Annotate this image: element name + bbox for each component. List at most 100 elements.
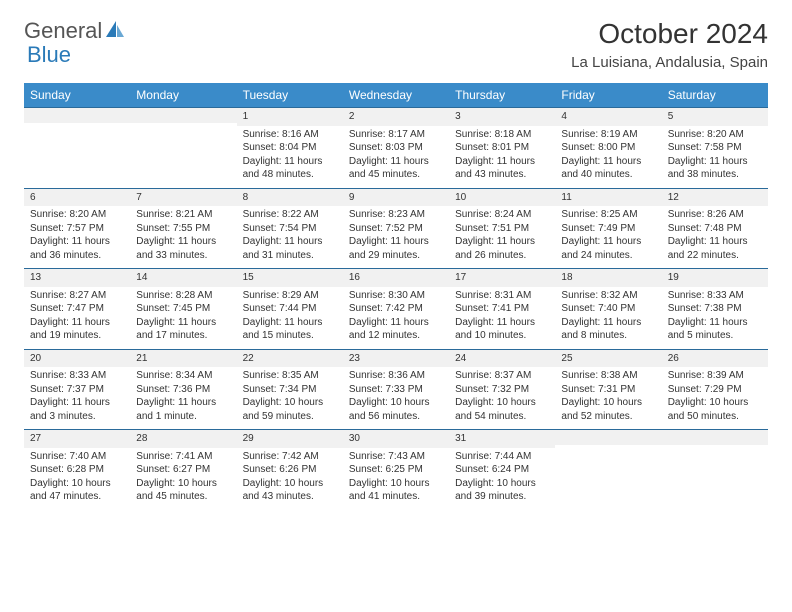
sunrise-text: Sunrise: 7:40 AM (30, 450, 124, 464)
daylight-text: Daylight: 11 hours and 24 minutes. (561, 235, 655, 262)
sunset-text: Sunset: 8:03 PM (349, 141, 443, 155)
sunset-text: Sunset: 7:58 PM (668, 141, 762, 155)
day-cell: 20Sunrise: 8:33 AMSunset: 7:37 PMDayligh… (24, 349, 130, 430)
header: General October 2024 La Luisiana, Andalu… (24, 18, 768, 71)
sunrise-text: Sunrise: 8:29 AM (243, 289, 337, 303)
sunset-text: Sunset: 7:33 PM (349, 383, 443, 397)
daylight-text: Daylight: 10 hours and 43 minutes. (243, 477, 337, 504)
day-cell: 24Sunrise: 8:37 AMSunset: 7:32 PMDayligh… (449, 349, 555, 430)
sunrise-text: Sunrise: 8:37 AM (455, 369, 549, 383)
daylight-text: Daylight: 11 hours and 45 minutes. (349, 155, 443, 182)
day-cell (130, 108, 236, 189)
sunset-text: Sunset: 6:25 PM (349, 463, 443, 477)
sunrise-text: Sunrise: 8:16 AM (243, 128, 337, 142)
day-number: 27 (24, 430, 130, 448)
daylight-text: Daylight: 11 hours and 8 minutes. (561, 316, 655, 343)
sunset-text: Sunset: 7:40 PM (561, 302, 655, 316)
sunrise-text: Sunrise: 8:39 AM (668, 369, 762, 383)
day-cell: 7Sunrise: 8:21 AMSunset: 7:55 PMDaylight… (130, 188, 236, 269)
day-number: 22 (237, 350, 343, 368)
day-header: Thursday (449, 83, 555, 108)
sunrise-text: Sunrise: 8:34 AM (136, 369, 230, 383)
day-header-row: SundayMondayTuesdayWednesdayThursdayFrid… (24, 83, 768, 108)
daylight-text: Daylight: 11 hours and 10 minutes. (455, 316, 549, 343)
daylight-text: Daylight: 10 hours and 50 minutes. (668, 396, 762, 423)
sunset-text: Sunset: 7:38 PM (668, 302, 762, 316)
day-cell: 5 Sunrise: 8:20 AMSunset: 7:58 PMDaylight… (662, 108, 768, 189)
day-number: 24 (449, 350, 555, 368)
daylight-text: Daylight: 11 hours and 48 minutes. (243, 155, 337, 182)
empty-day (24, 108, 130, 123)
day-number: 6 (24, 189, 130, 207)
day-number: 7 (130, 189, 236, 207)
day-cell: 2Sunrise: 8:17 AMSunset: 8:03 PMDaylight… (343, 108, 449, 189)
week-row: 13Sunrise: 8:27 AMSunset: 7:47 PMDayligh… (24, 269, 768, 350)
day-cell: 10Sunrise: 8:24 AMSunset: 7:51 PMDayligh… (449, 188, 555, 269)
sunrise-text: Sunrise: 8:33 AM (668, 289, 762, 303)
sunrise-text: Sunrise: 8:20 AM (668, 128, 762, 142)
empty-day (555, 430, 661, 445)
week-row: 6Sunrise: 8:20 AMSunset: 7:57 PMDaylight… (24, 188, 768, 269)
day-cell: 26Sunrise: 8:39 AMSunset: 7:29 PMDayligh… (662, 349, 768, 430)
sunrise-text: Sunrise: 8:26 AM (668, 208, 762, 222)
day-cell: 17Sunrise: 8:31 AMSunset: 7:41 PMDayligh… (449, 269, 555, 350)
daylight-text: Daylight: 10 hours and 56 minutes. (349, 396, 443, 423)
day-header: Tuesday (237, 83, 343, 108)
sunrise-text: Sunrise: 8:36 AM (349, 369, 443, 383)
daylight-text: Daylight: 11 hours and 36 minutes. (30, 235, 124, 262)
daylight-text: Daylight: 11 hours and 22 minutes. (668, 235, 762, 262)
sunset-text: Sunset: 7:42 PM (349, 302, 443, 316)
day-number: 25 (555, 350, 661, 368)
sunrise-text: Sunrise: 8:30 AM (349, 289, 443, 303)
day-cell: 8Sunrise: 8:22 AMSunset: 7:54 PMDaylight… (237, 188, 343, 269)
calendar-table: SundayMondayTuesdayWednesdayThursdayFrid… (24, 83, 768, 510)
day-cell: 16 Sunrise: 8:30 AMSunset: 7:42 PMDayligh… (343, 269, 449, 350)
daylight-text: Daylight: 10 hours and 39 minutes. (455, 477, 549, 504)
day-cell: 3Sunrise: 8:18 AMSunset: 8:01 PMDaylight… (449, 108, 555, 189)
daylight-text: Daylight: 11 hours and 12 minutes. (349, 316, 443, 343)
sunset-text: Sunset: 7:54 PM (243, 222, 337, 236)
sail-icon (104, 19, 126, 44)
day-number: 3 (449, 108, 555, 126)
sunrise-text: Sunrise: 8:35 AM (243, 369, 337, 383)
daylight-text: Daylight: 11 hours and 5 minutes. (668, 316, 762, 343)
sunset-text: Sunset: 7:37 PM (30, 383, 124, 397)
day-number: 23 (343, 350, 449, 368)
day-number: 5 (662, 108, 768, 126)
week-row: 20Sunrise: 8:33 AMSunset: 7:37 PMDayligh… (24, 349, 768, 430)
logo-text-1: General (24, 18, 102, 44)
day-number: 30 (343, 430, 449, 448)
location: La Luisiana, Andalusia, Spain (571, 54, 768, 71)
day-number: 19 (662, 269, 768, 287)
day-number: 28 (130, 430, 236, 448)
sunset-text: Sunset: 7:44 PM (243, 302, 337, 316)
month-title: October 2024 (571, 18, 768, 50)
sunrise-text: Sunrise: 8:27 AM (30, 289, 124, 303)
sunset-text: Sunset: 6:26 PM (243, 463, 337, 477)
day-header: Friday (555, 83, 661, 108)
day-cell (555, 430, 661, 510)
day-number: 21 (130, 350, 236, 368)
sunrise-text: Sunrise: 8:31 AM (455, 289, 549, 303)
sunset-text: Sunset: 7:47 PM (30, 302, 124, 316)
empty-day (130, 108, 236, 123)
sunrise-text: Sunrise: 8:23 AM (349, 208, 443, 222)
day-cell: 29Sunrise: 7:42 AMSunset: 6:26 PMDayligh… (237, 430, 343, 510)
sunrise-text: Sunrise: 8:38 AM (561, 369, 655, 383)
daylight-text: Daylight: 11 hours and 43 minutes. (455, 155, 549, 182)
day-number: 26 (662, 350, 768, 368)
sunrise-text: Sunrise: 8:18 AM (455, 128, 549, 142)
daylight-text: Daylight: 10 hours and 41 minutes. (349, 477, 443, 504)
day-cell: 19 Sunrise: 8:33 AMSunset: 7:38 PMDayligh… (662, 269, 768, 350)
day-number: 16 (343, 269, 449, 287)
daylight-text: Daylight: 11 hours and 38 minutes. (668, 155, 762, 182)
day-cell: 18Sunrise: 8:32 AMSunset: 7:40 PMDayligh… (555, 269, 661, 350)
day-cell (24, 108, 130, 189)
day-cell: 25Sunrise: 8:38 AMSunset: 7:31 PMDayligh… (555, 349, 661, 430)
daylight-text: Daylight: 10 hours and 59 minutes. (243, 396, 337, 423)
day-cell: 28Sunrise: 7:41 AMSunset: 6:27 PMDayligh… (130, 430, 236, 510)
day-cell (662, 430, 768, 510)
day-number: 10 (449, 189, 555, 207)
sunset-text: Sunset: 7:32 PM (455, 383, 549, 397)
day-cell: 31Sunrise: 7:44 AMSunset: 6:24 PMDayligh… (449, 430, 555, 510)
